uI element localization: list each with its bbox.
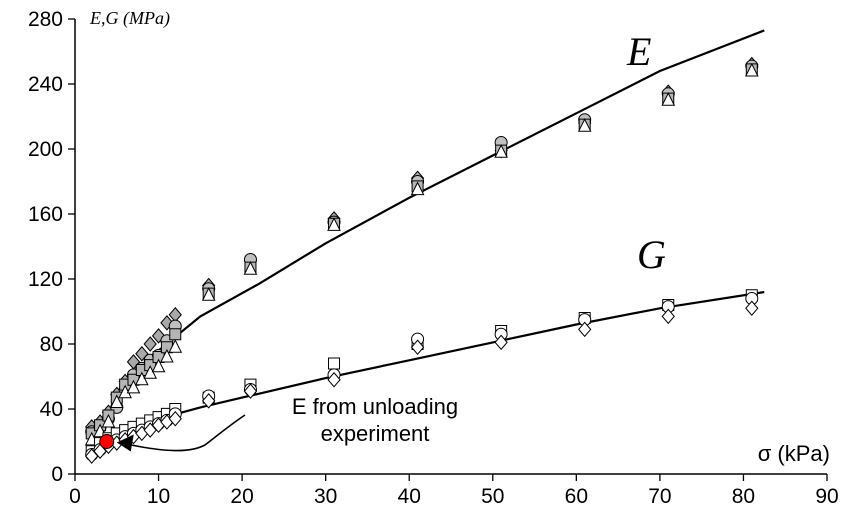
- curve-label-e: E: [626, 29, 651, 74]
- y-tick-label: 240: [28, 73, 63, 96]
- y-tick-label: 120: [28, 268, 63, 291]
- y-tick-label: 0: [51, 463, 63, 486]
- data-point-triangle: [494, 144, 508, 158]
- data-point-diamond: [410, 339, 425, 356]
- annotation-text-line1: E from unloading: [292, 394, 458, 419]
- x-tick-label: 70: [648, 485, 671, 508]
- data-point-diamond: [143, 336, 157, 352]
- data-point-triangle: [126, 379, 141, 394]
- axes: 0 10 20 30 40 50 60 70 80 90 0 40 80 120 160 200 240 280: [28, 8, 839, 508]
- data-point-triangle: [160, 348, 174, 363]
- data-point-triangle: [744, 62, 759, 77]
- annotation: [99, 414, 246, 452]
- data-point-square: [169, 328, 182, 341]
- curve-label-g: G: [637, 232, 666, 277]
- labels: E,G (MPa) σ (kPa) E G E from unloading e…: [89, 8, 830, 466]
- data-point-triangle: [577, 118, 592, 132]
- y-tick-label: 80: [40, 333, 63, 356]
- y-tick-label: 40: [40, 398, 63, 421]
- x-tick-label: 20: [230, 485, 253, 508]
- data-point-triangle: [151, 358, 166, 373]
- unloading-experiment-point: [99, 434, 115, 449]
- data-point-diamond: [243, 383, 258, 399]
- data-point-triangle: [101, 413, 116, 428]
- annotation-arrow: [128, 414, 246, 452]
- x-tick-label: 40: [398, 485, 421, 508]
- x-tick-label: 10: [147, 485, 170, 508]
- data-point-triangle: [168, 339, 183, 353]
- data-point-triangle: [410, 181, 425, 196]
- data-point-diamond: [494, 334, 508, 351]
- x-tick-label: 60: [565, 485, 588, 508]
- y-axis-label: E,G (MPa): [89, 8, 170, 29]
- data-point-diamond: [202, 393, 216, 409]
- y-tick-label: 200: [28, 138, 63, 161]
- annotation-arrowhead: [116, 434, 134, 452]
- data-point-triangle: [661, 92, 676, 106]
- data-point-diamond: [745, 300, 759, 317]
- x-axis-label: σ (kPa): [758, 441, 830, 466]
- y-tick-label: 160: [28, 203, 63, 226]
- data-point-triangle: [201, 287, 216, 301]
- data-point-diamond: [168, 410, 182, 427]
- data-point-diamond: [661, 308, 675, 325]
- data-point-diamond: [327, 371, 341, 388]
- y-tick-label: 280: [28, 8, 63, 31]
- data-point-square: [328, 357, 341, 370]
- data-point-diamond: [578, 321, 592, 338]
- data-point-triangle: [243, 261, 258, 275]
- data-points: [84, 56, 759, 464]
- data-point-triangle: [109, 394, 124, 408]
- x-tick-label: 30: [314, 485, 337, 508]
- data-point-triangle: [327, 217, 341, 231]
- x-tick-label: 50: [481, 485, 504, 508]
- x-tick-label: 80: [732, 485, 755, 508]
- annotation-text-line2: experiment: [321, 421, 430, 446]
- x-tick-label: 0: [69, 485, 81, 508]
- x-tick-label: 90: [815, 485, 838, 508]
